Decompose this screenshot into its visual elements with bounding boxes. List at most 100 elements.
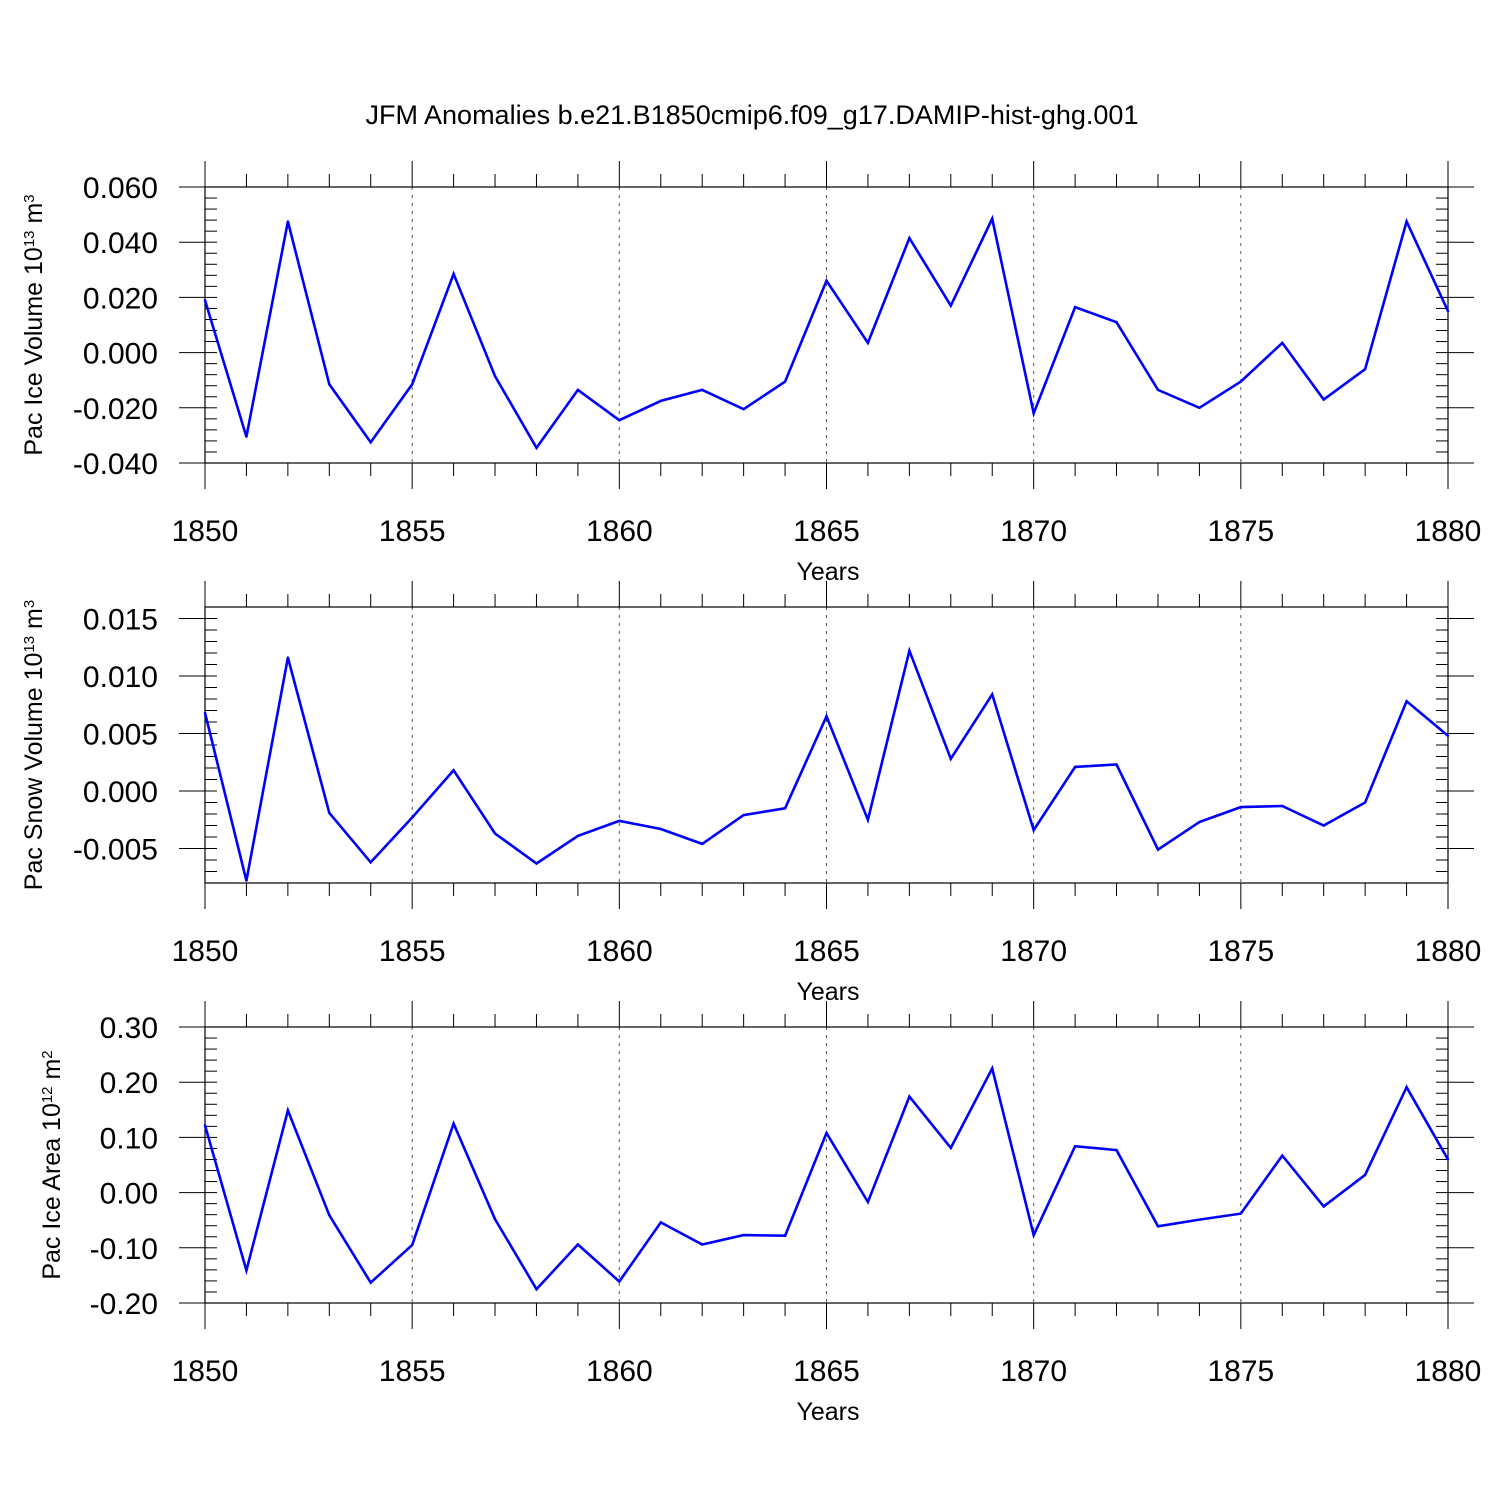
data-point (286, 220, 290, 223)
y-axis-title-superscript: 3 (21, 600, 38, 608)
data-point (1156, 388, 1160, 392)
data-point (286, 1109, 290, 1112)
data-point (203, 1124, 207, 1127)
data-point (783, 1234, 787, 1237)
data-point (908, 236, 911, 240)
y-tick-label: -0.040 (73, 448, 158, 481)
data-point (742, 407, 745, 411)
data-point (452, 1122, 455, 1125)
data-point (783, 380, 787, 383)
y-axis-title-superscript: 2 (39, 1050, 56, 1058)
data-point (991, 1067, 994, 1070)
data-point (245, 435, 248, 438)
data-point (203, 298, 207, 302)
data-point (1405, 1085, 1408, 1089)
y-tick-label: 0.30 (100, 1012, 158, 1045)
data-point (1405, 700, 1408, 703)
x-tick-label: 1870 (1000, 935, 1067, 968)
data-point (866, 1200, 870, 1204)
x-tick-label: 1870 (1000, 515, 1067, 548)
x-tick-label: 1875 (1207, 515, 1274, 548)
data-point (949, 1146, 952, 1150)
y-tick-label: 0.000 (83, 338, 158, 371)
data-point (203, 711, 207, 714)
data-point (1322, 1205, 1325, 1208)
data-point (1322, 824, 1325, 827)
data-point (410, 816, 414, 819)
data-point (742, 1233, 745, 1237)
y-axis-title: Pac Snow Volume 1013 m3 (20, 600, 48, 890)
data-point (1115, 321, 1118, 324)
x-tick-label: 1875 (1207, 1355, 1274, 1388)
y-tick-label: 0.060 (83, 172, 158, 205)
x-tick-label: 1880 (1415, 515, 1482, 548)
y-axis-title-superscript: 13 (21, 230, 38, 247)
y-axis-title-part: m (20, 608, 48, 636)
x-axis-title: Years (796, 978, 859, 1006)
data-point (369, 1281, 372, 1284)
figure-title: JFM Anomalies b.e21.B1850cmip6.f09_g17.D… (366, 100, 1139, 130)
data-point (701, 842, 704, 846)
data-point (535, 446, 538, 450)
x-tick-label: 1870 (1000, 1355, 1067, 1388)
y-axis-title-part: Pac Ice Area 10 (38, 1103, 66, 1280)
data-point (1281, 341, 1284, 345)
chart-panel-1: -0.040 -0.020 0.000 0.020 0.040 0.060 1850 1855… (20, 161, 1481, 586)
x-tick-label: 1865 (793, 935, 860, 968)
y-tick-label: 0.005 (83, 719, 158, 752)
data-point (659, 1221, 662, 1224)
data-point (1073, 765, 1077, 769)
data-point (410, 383, 414, 386)
data-point (1156, 848, 1160, 851)
y-axis-title: Pac Ice Volume 1013 m3 (20, 194, 48, 455)
data-point (369, 441, 372, 444)
chart-panel-3: -0.20 -0.10 0.00 0.10 0.20 0.30 1850 1855 1860 18… (38, 1001, 1481, 1426)
x-axis-title: Years (796, 1398, 859, 1426)
data-point (1032, 412, 1035, 415)
data-point (618, 419, 621, 422)
y-tick-label: -0.20 (90, 1288, 158, 1321)
y-axis-title-superscript: 3 (21, 194, 38, 202)
data-point (825, 715, 828, 718)
data-point (1073, 305, 1077, 309)
x-tick-label: 1875 (1207, 935, 1274, 968)
data-point (825, 279, 828, 283)
panels: -0.040 -0.020 0.000 0.020 0.040 0.060 1850 1855… (20, 161, 1481, 1426)
x-tick-label: 1850 (172, 935, 239, 968)
data-point (908, 649, 911, 652)
y-tick-label: -0.020 (73, 393, 158, 426)
data-point (328, 383, 331, 386)
data-point (1363, 1173, 1367, 1177)
data-point (1198, 1218, 1201, 1221)
data-point (991, 693, 994, 696)
data-point (493, 374, 497, 378)
y-axis-title: Pac Ice Area 1012 m2 (38, 1050, 66, 1279)
data-point (1446, 1158, 1450, 1161)
data-point (866, 818, 870, 821)
y-tick-label: 0.020 (83, 282, 158, 315)
y-tick-label: 0.20 (100, 1067, 158, 1100)
chart-panel-2: -0.005 0.000 0.005 0.010 0.015 1850 1855 1860 18… (20, 581, 1481, 1006)
y-axis-title-part: Pac Snow Volume 10 (20, 653, 48, 891)
data-point (1198, 406, 1201, 409)
data-point (245, 879, 248, 882)
data-point (1073, 1145, 1077, 1148)
data-point (493, 832, 497, 835)
data-point (328, 1214, 331, 1217)
y-axis-title-superscript: 13 (21, 636, 38, 653)
data-point (949, 304, 952, 307)
data-point (452, 769, 455, 772)
x-tick-label: 1850 (172, 1355, 239, 1388)
x-tick-label: 1880 (1415, 935, 1482, 968)
x-axis-title: Years (796, 558, 859, 586)
x-tick-label: 1860 (586, 1355, 653, 1388)
x-tick-label: 1855 (379, 1355, 446, 1388)
data-point (701, 388, 704, 392)
data-point (618, 1280, 621, 1283)
data-point (576, 388, 580, 392)
y-tick-label: 0.010 (83, 661, 158, 694)
y-tick-label: 0.040 (83, 227, 158, 260)
data-point (1446, 310, 1450, 313)
data-point (1156, 1225, 1160, 1228)
